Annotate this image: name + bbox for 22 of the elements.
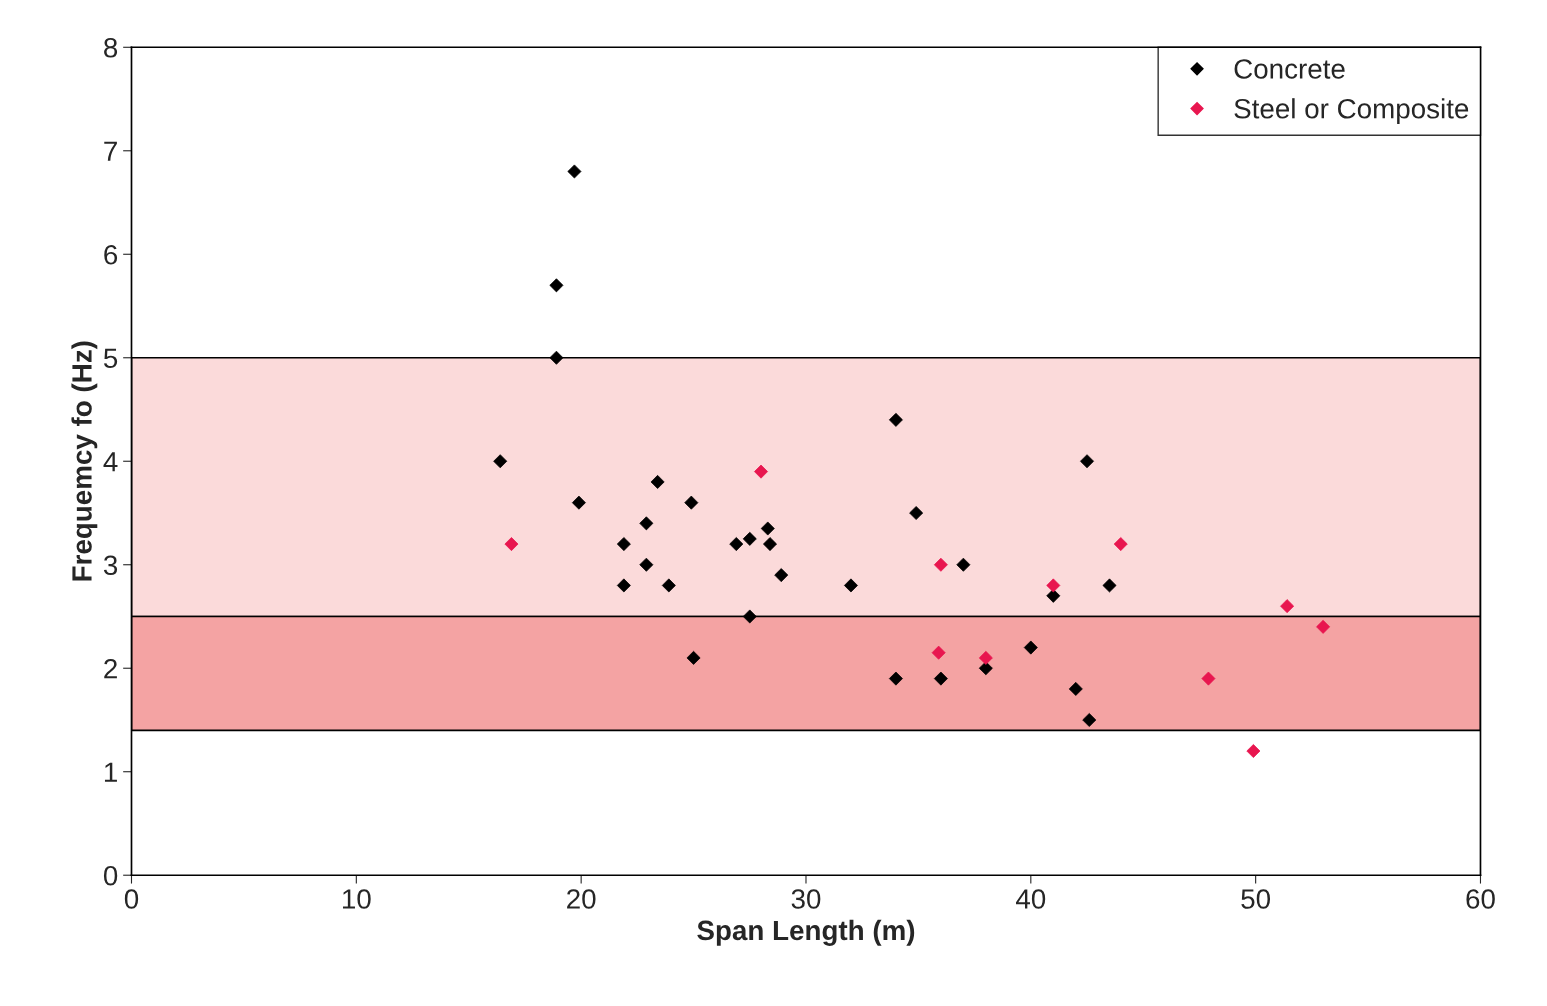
legend-label: Steel or Composite (1234, 98, 1469, 125)
x-tick-label: 40 (1016, 889, 1046, 909)
y-tick-label: 0 (103, 865, 118, 886)
y-tick-label: 4 (103, 452, 118, 472)
y-axis-title: Frequemcy fo (Hz) (71, 341, 98, 581)
legend-label: Concrete (1234, 59, 1345, 79)
point (616, 578, 631, 593)
x-tick-label: 10 (343, 889, 371, 909)
y-tick-label: 7 (104, 141, 117, 161)
x-tick-label: 50 (1241, 889, 1271, 909)
y-tick-label: 6 (104, 244, 118, 265)
point (888, 671, 903, 686)
y-tick-label: 1 (104, 762, 117, 782)
y-tick-label: 8 (104, 37, 118, 58)
x-tick-label: 30 (791, 889, 821, 909)
x-tick-label: 20 (567, 889, 596, 909)
y-tick-label: 5 (103, 348, 118, 369)
x-axis-title: Span Length (m) (697, 919, 915, 946)
y-tick-label: 3 (103, 555, 118, 576)
x-tick-label: 60 (1466, 889, 1495, 909)
x-tick-label: 0 (124, 889, 139, 909)
y-tick-label: 2 (104, 658, 117, 679)
